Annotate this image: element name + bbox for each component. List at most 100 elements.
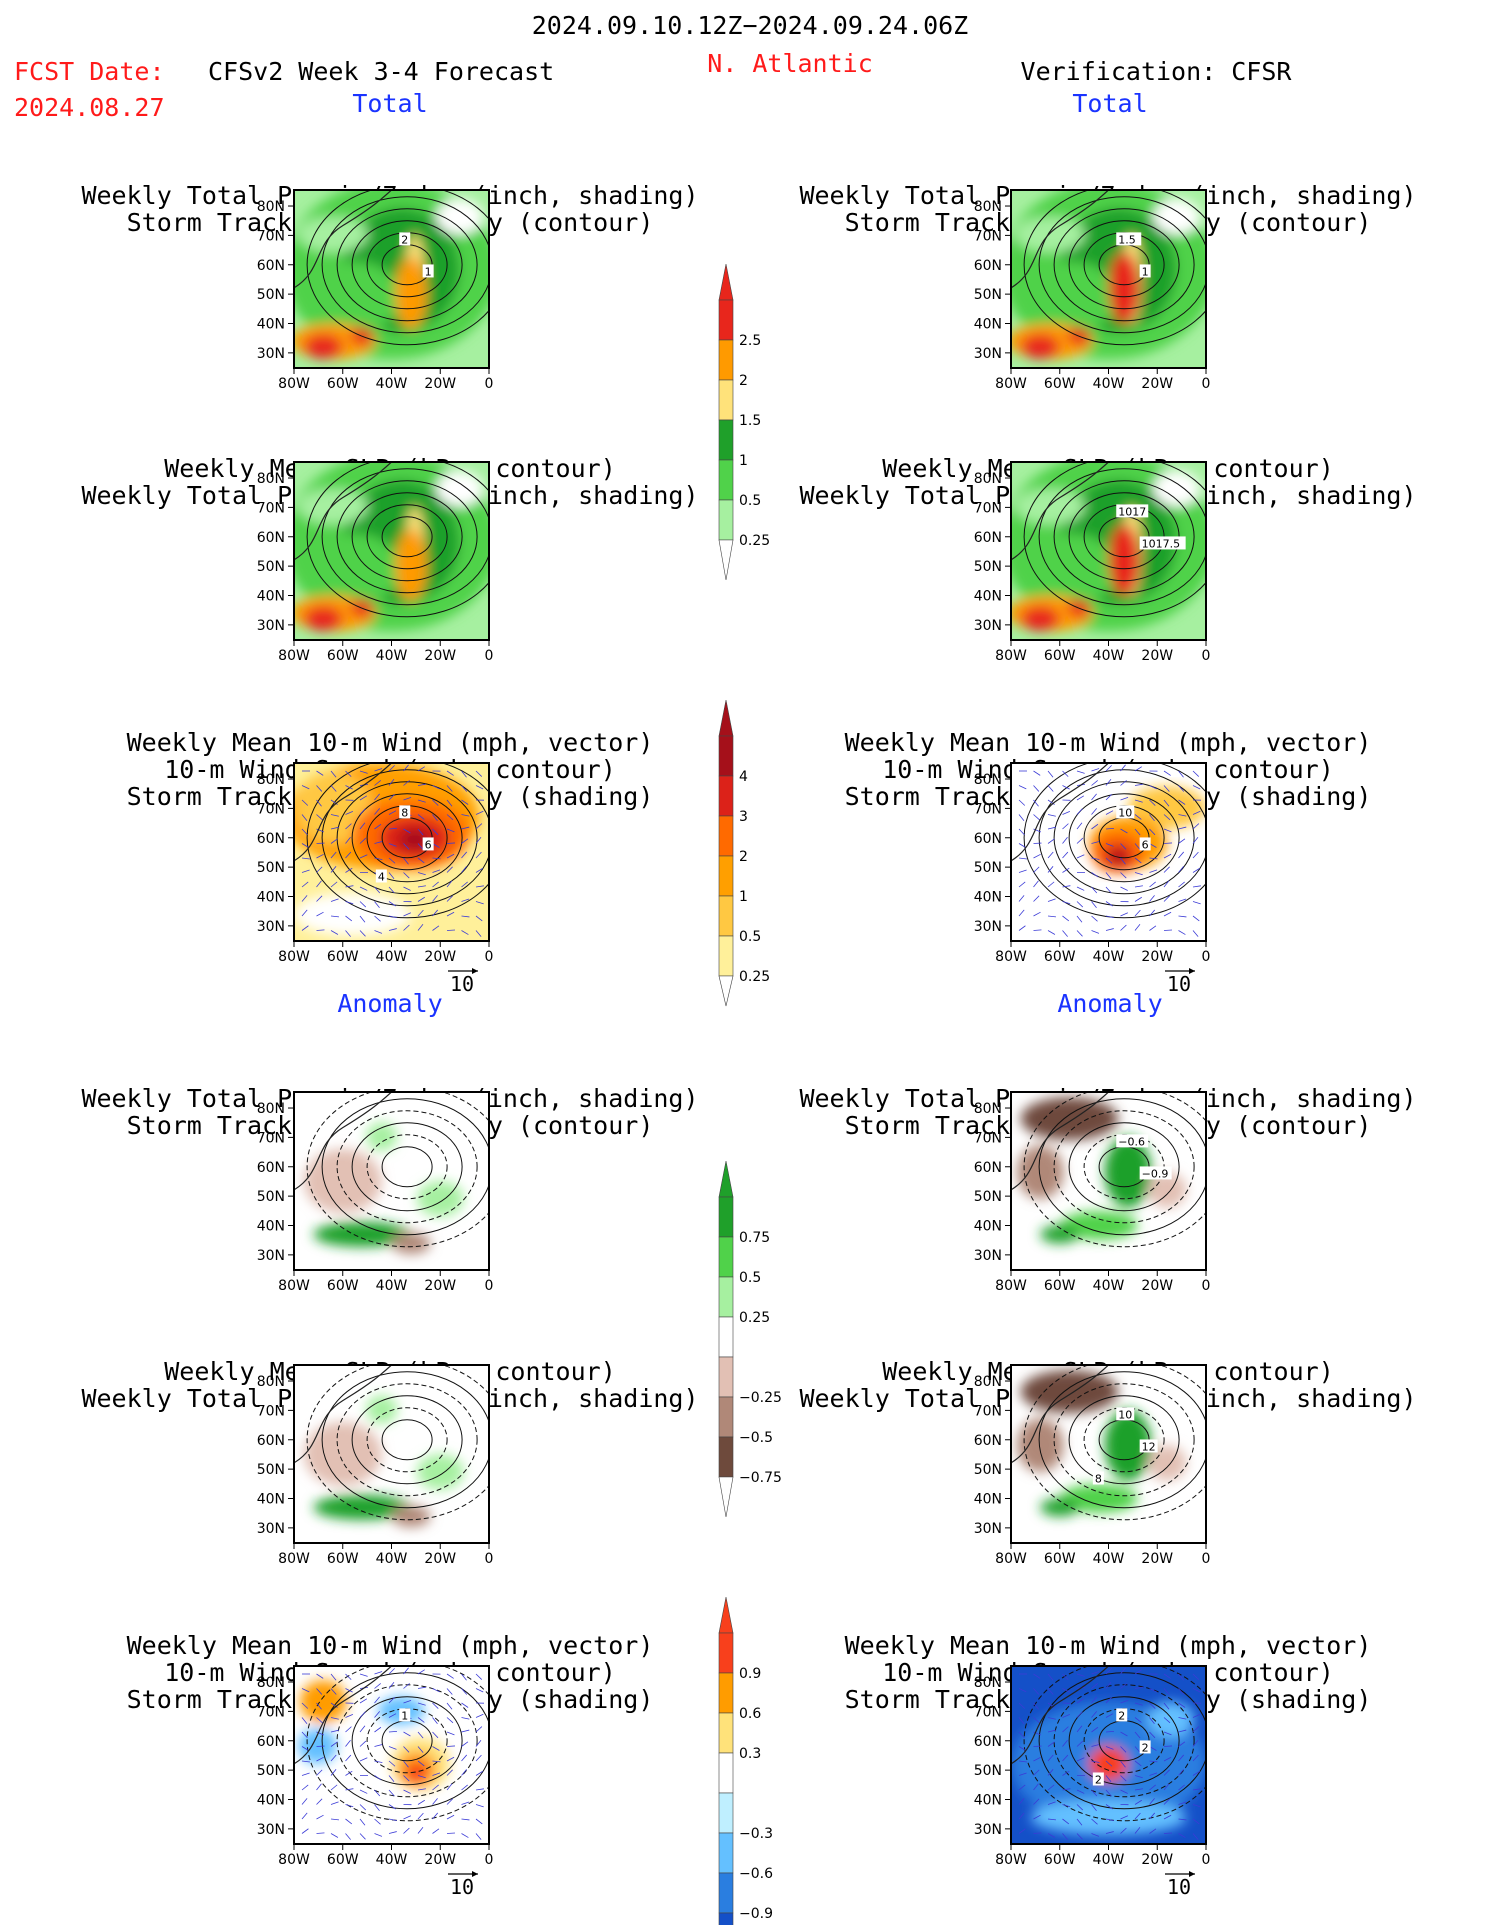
lon-tick-label: 80W	[995, 648, 1027, 664]
coastline	[294, 1365, 392, 1464]
wind-vector	[1076, 1740, 1084, 1747]
wind-vector	[446, 911, 455, 917]
wind-vector	[374, 823, 382, 830]
wind-vector	[301, 909, 308, 917]
wind-vector	[475, 1818, 483, 1825]
wind-vector	[1047, 1741, 1055, 1747]
shading-blob	[313, 1494, 411, 1520]
wind-vector	[403, 1760, 409, 1768]
wind-vector	[1033, 785, 1040, 792]
wind-vector	[403, 912, 411, 917]
wind-vector	[1018, 857, 1027, 860]
wind-vector	[475, 867, 484, 873]
wind-vector	[330, 866, 337, 873]
lon-tick-label: 80W	[995, 1278, 1027, 1294]
wind-vector	[1149, 925, 1157, 931]
wind-vector	[1163, 785, 1170, 792]
wind-vector	[316, 1688, 323, 1695]
wind-vector	[1018, 1731, 1025, 1739]
wind-vector	[461, 866, 467, 873]
shading-blob	[297, 216, 369, 253]
contour-line	[1053, 208, 1195, 322]
wind-vector	[345, 1740, 351, 1747]
lon-tick-label: 80W	[995, 949, 1027, 965]
wind-vector	[1105, 1746, 1114, 1750]
wind-vector	[330, 851, 337, 859]
wind-vector	[403, 828, 411, 834]
wind-vector	[475, 851, 482, 859]
shading-blob	[395, 529, 427, 601]
wind-vector	[432, 909, 439, 917]
wind-vector	[330, 826, 339, 830]
wind-vector	[330, 1717, 339, 1720]
wind-vector	[1018, 828, 1025, 836]
wind-vector	[1192, 885, 1201, 888]
wind-vector	[475, 1788, 484, 1791]
wind-vector	[432, 895, 438, 902]
shading-blob	[1108, 252, 1140, 324]
wind-vector	[417, 1669, 425, 1675]
contour-label: 4	[378, 870, 385, 883]
wind-vector	[1062, 867, 1070, 873]
wind-vector	[301, 1812, 308, 1820]
lat-tick-label: 50N	[974, 1189, 1002, 1205]
wind-vector	[330, 1741, 338, 1747]
wind-vector	[446, 1783, 453, 1791]
wind-vector	[461, 915, 470, 918]
wind-vector	[1134, 924, 1141, 931]
wind-vector	[461, 770, 467, 778]
contour-label-bg	[1139, 1740, 1151, 1754]
contour-label-bg	[422, 837, 434, 851]
lat-tick-label: 60N	[974, 530, 1002, 546]
wind-vector	[1192, 1770, 1201, 1776]
contour-line	[1023, 190, 1206, 346]
contour-label: 8	[1095, 1472, 1102, 1485]
wind-vector	[403, 886, 411, 891]
lat-tick-label: 70N	[974, 1130, 1002, 1146]
contour-label-bg	[422, 264, 434, 278]
wind-vector	[316, 828, 325, 833]
wind-vector	[1163, 853, 1172, 859]
wind-vector	[417, 1788, 426, 1791]
lon-tick-label: 80W	[278, 1852, 310, 1868]
wind-vector	[1163, 895, 1170, 902]
wind-vector	[1033, 799, 1039, 807]
shading-blob	[1014, 216, 1086, 253]
wind-vector	[1163, 1783, 1170, 1791]
wind-vector	[345, 1804, 354, 1808]
shading-blob	[391, 1505, 431, 1527]
shading-blob	[297, 488, 369, 525]
lon-tick-label: 0	[1202, 1278, 1211, 1294]
wind-vector	[345, 785, 353, 790]
wind-vector	[1076, 1757, 1085, 1762]
section-anomaly-right: Anomaly	[1057, 989, 1163, 1018]
wind-vector	[446, 842, 456, 844]
colorbar-swatch	[718, 1236, 734, 1278]
wind-vector	[1120, 796, 1129, 801]
colorbar-label: 2	[739, 373, 748, 389]
wind-vector	[316, 1673, 324, 1679]
lon-tick-label: 60W	[327, 376, 359, 392]
wind-vector	[359, 1740, 367, 1747]
wind-vector	[417, 909, 424, 917]
wind-vector	[461, 799, 469, 805]
contour-label-bg	[1139, 536, 1186, 550]
wind-vector	[1120, 1667, 1126, 1675]
wind-vector	[301, 1784, 309, 1791]
reference-vector-label: 10	[450, 1875, 474, 1899]
wind-vectors	[1018, 1667, 1202, 1840]
wind-vector	[1120, 1683, 1127, 1689]
wind-vector	[1149, 869, 1158, 873]
shading-blob	[299, 1680, 347, 1723]
wind-vector	[1062, 1714, 1071, 1718]
lon-tick-label: 20W	[1141, 1278, 1173, 1294]
wind-vector	[432, 814, 438, 822]
wind-vector	[1047, 1717, 1056, 1720]
wind-vector	[1149, 1772, 1158, 1776]
wind-vector	[1149, 828, 1156, 836]
wind-vector	[374, 1789, 381, 1797]
coastline	[294, 1666, 392, 1765]
colorbar-swatch	[718, 1316, 734, 1358]
wind-vector	[1163, 1731, 1172, 1736]
shading-blob	[1020, 1097, 1119, 1141]
